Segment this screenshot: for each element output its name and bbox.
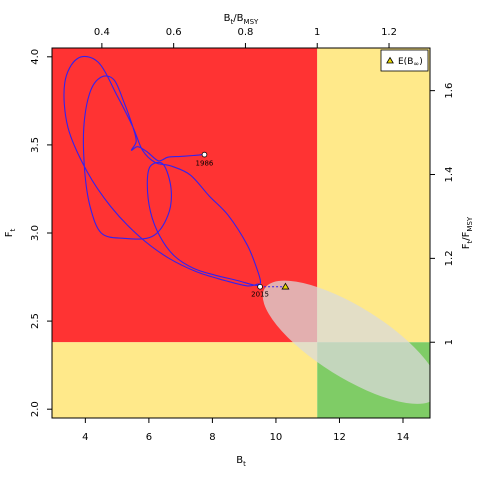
legend-triangle-icon: [386, 56, 394, 64]
y-tick-label: 3.0: [30, 225, 41, 241]
y-tick-label: 4.0: [30, 49, 41, 65]
y2-tick-label: 1.2: [444, 250, 455, 266]
x2-tick-label: 1: [314, 27, 320, 38]
legend-box: [380, 49, 429, 72]
y-tick-label: 3.5: [30, 137, 41, 153]
x-tick-label: 14: [397, 432, 410, 443]
y-axis-title: Ft: [4, 228, 17, 237]
y-tick-label: 2.5: [30, 313, 41, 329]
overfished-only-region: [52, 342, 318, 418]
end-year-label: 2015: [251, 291, 269, 299]
x2-tick-label: 0.6: [166, 27, 182, 38]
end-point-marker: [257, 283, 263, 290]
x2-axis-title: Bt/BMSY: [224, 13, 259, 26]
x-axis-title: Bt: [236, 455, 246, 468]
y-tick-label: 2.0: [30, 401, 41, 417]
y2-tick-label: 1.6: [444, 83, 455, 99]
confidence-ellipse: [262, 280, 430, 404]
x-tick-label: 6: [146, 432, 152, 443]
x-tick-label: 4: [82, 432, 88, 443]
x-tick-label: 12: [333, 432, 346, 443]
y-axis-left: 2.0 2.5 3.0 3.5 4.0: [30, 49, 52, 417]
start-point-marker: [201, 151, 208, 158]
start-year-label: 1986: [196, 160, 214, 168]
expected-equilibrium-marker: [281, 282, 290, 290]
x2-tick-label: 0.4: [94, 27, 110, 38]
y2-tick-label: 1.4: [444, 167, 455, 183]
y-axis-right: 1 1.2 1.4 1.6: [430, 83, 455, 345]
x-axis-top: 0.4 0.6 0.8 1 1.2: [94, 27, 397, 48]
stock-trajectory-line: [63, 55, 262, 288]
x2-tick-label: 0.8: [237, 27, 253, 38]
x-axis-bottom: 4 6 8 10 12 14: [82, 418, 409, 443]
x2-tick-label: 1.2: [381, 27, 397, 38]
y2-tick-label: 1: [444, 339, 455, 345]
y2-axis-title: Ft/FMSY: [461, 216, 474, 249]
legend-label: E(B∞): [398, 57, 423, 68]
x-tick-label: 8: [209, 432, 215, 443]
overfishing-only-region: [317, 48, 430, 343]
legend: E(B∞): [380, 49, 429, 72]
x-tick-label: 10: [270, 432, 283, 443]
